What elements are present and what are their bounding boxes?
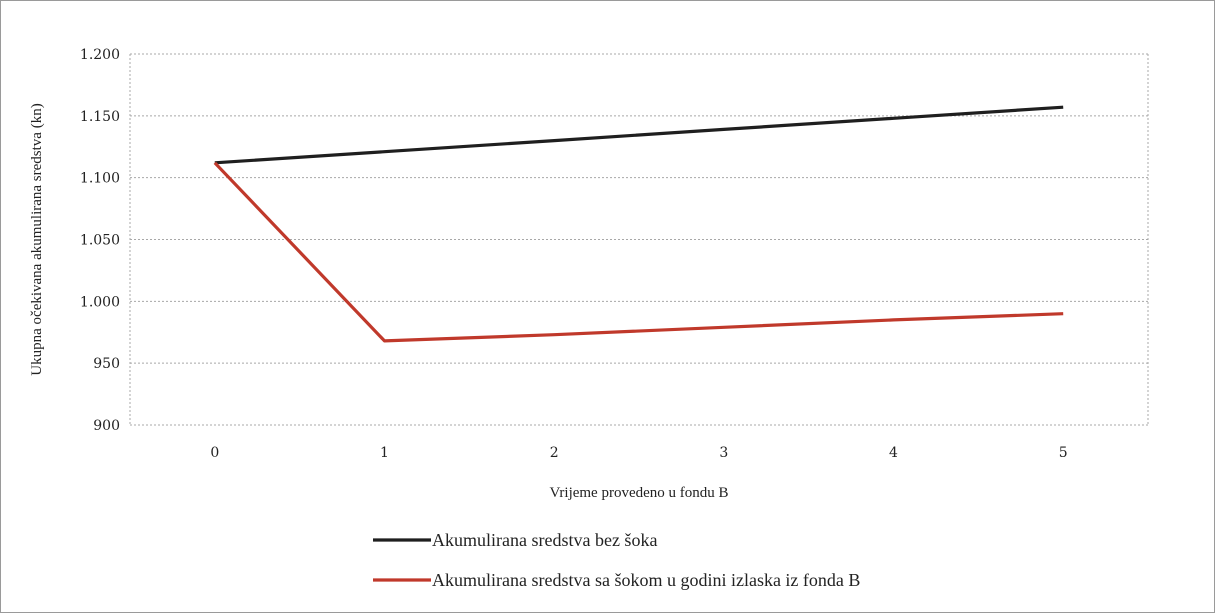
x-axis-tick-labels: 0 1 2 3 4 5 bbox=[210, 445, 1067, 461]
y-tick-label: 1.000 bbox=[80, 294, 120, 310]
x-tick-label: 1 bbox=[380, 445, 389, 461]
x-tick-label: 0 bbox=[210, 445, 219, 461]
y-tick-label: 900 bbox=[93, 418, 120, 434]
x-tick-label: 3 bbox=[719, 445, 728, 461]
x-tick-label: 4 bbox=[889, 445, 898, 461]
y-tick-label: 1.200 bbox=[80, 47, 120, 63]
y-axis-tick-labels: 900 950 1.000 1.050 1.100 1.150 1.200 bbox=[80, 47, 120, 434]
series-line-2 bbox=[213, 161, 1064, 343]
y-tick-label: 1.150 bbox=[80, 109, 120, 125]
legend-label-2: Akumulirana sredstva sa šokom u godini i… bbox=[432, 570, 860, 590]
legend: Akumulirana sredstva bez šoka Akumulirana… bbox=[373, 530, 860, 590]
y-axis-title: Ukupna očekivana akumulirana sredstva (k… bbox=[29, 103, 45, 375]
series-lines bbox=[213, 105, 1064, 343]
legend-label-1: Akumulirana sredstva bez šoka bbox=[432, 530, 657, 550]
y-tick-label: 950 bbox=[93, 356, 120, 372]
x-axis-title: Vrijeme provedeno u fondu B bbox=[549, 485, 728, 501]
gridlines bbox=[129, 53, 1149, 426]
x-tick-label: 5 bbox=[1059, 445, 1068, 461]
x-tick-label: 2 bbox=[550, 445, 559, 461]
y-tick-label: 1.100 bbox=[80, 171, 120, 187]
series-line-1 bbox=[214, 105, 1064, 165]
y-tick-label: 1.050 bbox=[80, 233, 120, 249]
